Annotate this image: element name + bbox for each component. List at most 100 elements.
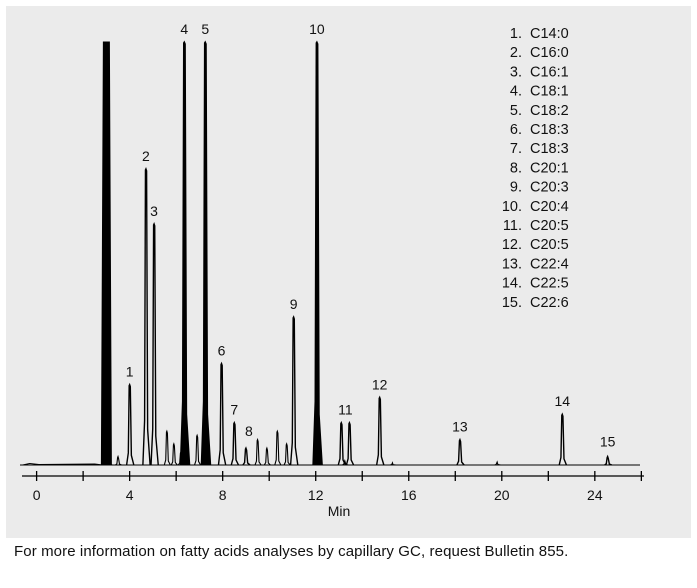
legend-compound: C16:0	[530, 45, 569, 61]
peak-label-10: 10	[309, 21, 325, 37]
peak-label-13: 13	[452, 419, 468, 435]
legend-item: 9. C20:3	[510, 180, 569, 196]
x-tick-label: 20	[494, 487, 510, 503]
minor-peak	[263, 446, 271, 466]
legend-compound: C22:6	[530, 295, 569, 311]
legend-number: 12.	[502, 237, 522, 253]
legend-compound: C20:4	[530, 199, 569, 215]
legend-compound: C16:1	[530, 64, 569, 80]
legend-number: 2.	[510, 45, 522, 61]
minor-peak	[163, 429, 171, 466]
legend-item: 5. C18:2	[510, 103, 569, 119]
baseline-noise	[22, 462, 103, 466]
legend-compound: C18:3	[530, 122, 569, 138]
peak-4	[179, 40, 191, 466]
x-axis: 0 4 8 12 16 20 24 Min	[22, 471, 644, 519]
legend-compound: C18:3	[530, 141, 569, 157]
minor-peak	[494, 460, 501, 466]
peak-label-7: 7	[230, 402, 238, 418]
legend-number: 1.	[510, 26, 522, 42]
solvent-peak	[100, 41, 112, 466]
peak-10	[312, 40, 323, 466]
legend-number: 5.	[510, 103, 522, 119]
trace-layer	[20, 40, 640, 466]
chart-panel: 0 4 8 12 16 20 24 Min 1 2 3 4 5 6 7 8 9 10 11 12 13 14 15 1. C…	[6, 6, 691, 538]
legend-compound: C20:5	[530, 237, 569, 253]
legend-compound: C18:2	[530, 103, 569, 119]
legend-item: 1. C14:0	[510, 26, 569, 42]
peak-label-9: 9	[290, 296, 298, 312]
legend-compound: C18:1	[530, 84, 569, 100]
x-tick-label: 16	[401, 487, 417, 503]
peak-label-2: 2	[142, 148, 150, 164]
peak-1	[125, 382, 135, 466]
legend-number: 14.	[502, 276, 522, 292]
peak-2	[142, 167, 151, 466]
peak-label-4: 4	[180, 21, 188, 37]
legend-item: 15. C22:6	[502, 295, 569, 311]
legend-number: 9.	[510, 180, 522, 196]
x-tick-label: 4	[126, 487, 134, 503]
legend-number: 10.	[502, 199, 522, 215]
legend-number: 6.	[510, 122, 522, 138]
legend-item: 10. C20:4	[502, 199, 569, 215]
peak-label-8: 8	[245, 423, 253, 439]
minor-peak	[170, 442, 178, 466]
legend-item: 3. C16:1	[510, 64, 569, 80]
peak-5	[200, 40, 212, 466]
legend-number: 7.	[510, 141, 522, 157]
minor-peak	[283, 442, 291, 466]
peak-6	[217, 361, 227, 466]
peak-label-5: 5	[201, 21, 209, 37]
legend-item: 14. C22:5	[502, 276, 569, 292]
legend-item: 7. C18:3	[510, 141, 569, 157]
legend-compound: C22:4	[530, 256, 569, 272]
legend-number: 13.	[502, 256, 522, 272]
legend-compound: C14:0	[530, 26, 569, 42]
peak-9	[289, 315, 299, 466]
legend-number: 15.	[502, 295, 522, 311]
peak-3	[150, 222, 159, 466]
legend-item: 8. C20:1	[510, 160, 569, 176]
legend-compound: C22:5	[530, 276, 569, 292]
legend-number: 3.	[510, 64, 522, 80]
legend-compound: C20:1	[530, 160, 569, 176]
legend: 1. C14:0 2. C16:0 3. C16:1 4. C18:1 5. C18:2 6. C18…	[502, 26, 569, 311]
minor-peak	[254, 437, 262, 466]
minor-peak	[105, 454, 113, 466]
legend-number: 8.	[510, 160, 522, 176]
peak-7	[230, 420, 240, 466]
peak-8	[242, 446, 251, 466]
legend-item: 2. C16:0	[510, 45, 569, 61]
caption-text: For more information on fatty acids anal…	[14, 543, 569, 560]
peak-label-11: 11	[338, 402, 353, 418]
legend-item: 6. C18:3	[510, 122, 569, 138]
x-tick-label: 24	[587, 487, 603, 503]
peak-label-6: 6	[218, 342, 226, 358]
peak-14	[558, 412, 568, 466]
minor-peak	[389, 461, 397, 466]
legend-item: 12. C20:5	[502, 237, 569, 253]
legend-item: 4. C18:1	[510, 84, 569, 100]
peak-label-3: 3	[150, 203, 158, 219]
peak-13	[456, 437, 465, 466]
minor-peak	[274, 429, 282, 466]
minor-peak	[115, 454, 122, 466]
peak-label-14: 14	[554, 393, 570, 409]
minor-peak	[194, 433, 202, 466]
peak-label-15: 15	[600, 434, 616, 450]
legend-item: 13. C22:4	[502, 256, 569, 272]
peak-12	[375, 395, 385, 466]
x-tick-label: 12	[308, 487, 324, 503]
x-axis-title: Min	[328, 503, 351, 519]
peak-11	[337, 420, 347, 466]
legend-number: 11.	[503, 218, 522, 234]
peak-label-1: 1	[126, 364, 134, 380]
peak-15	[604, 454, 613, 466]
x-tick-label: 0	[33, 487, 41, 503]
legend-compound: C20:3	[530, 180, 569, 196]
legend-item: 11. C20:5	[503, 218, 569, 234]
